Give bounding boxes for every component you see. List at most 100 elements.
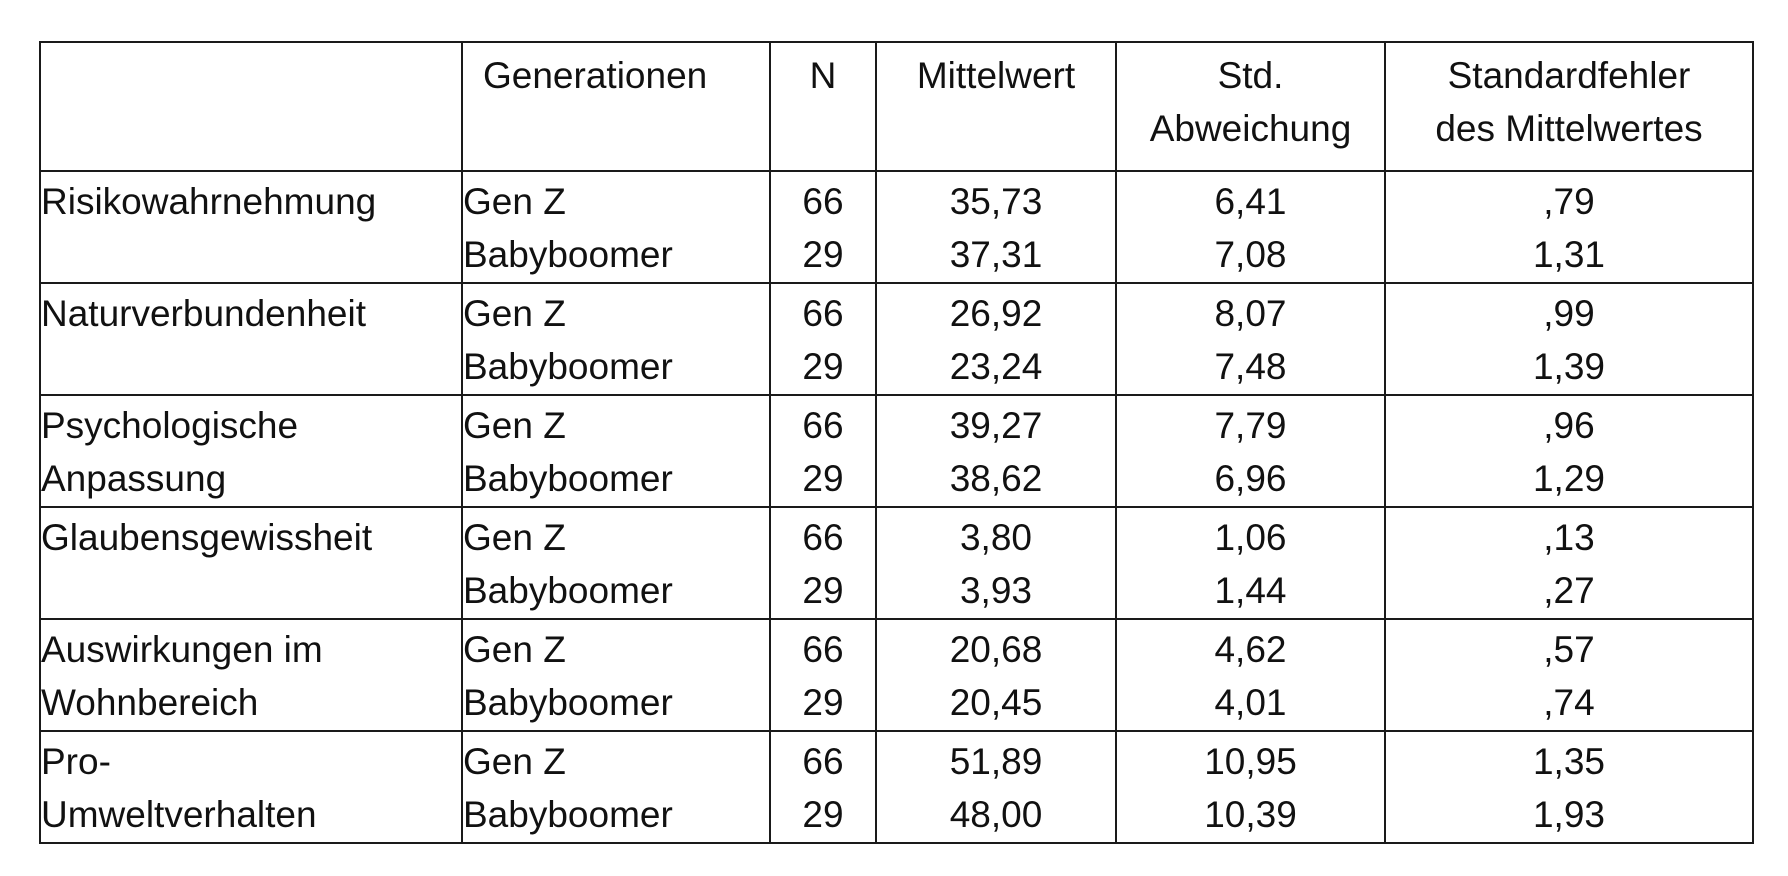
generation-cell: Gen Z Babyboomer [461,170,771,284]
std-deviation-cell: 6,41 7,08 [1115,170,1386,284]
std-deviation-value: 10,95 [1204,741,1297,782]
n-value: 66 [802,181,844,222]
standard-error-cell: ,79 1,31 [1384,170,1754,284]
generation-value: Gen Z [463,629,566,670]
generation-value: Gen Z [463,181,566,222]
mean-value: 38,62 [949,458,1043,499]
mean-value: 3,80 [959,517,1032,558]
n-value: 29 [802,346,844,387]
generation-value: Gen Z [463,517,566,558]
n-value: 66 [802,517,844,558]
std-deviation-value: 4,01 [1214,682,1287,723]
header-standard-error-line2: des Mittelwertes [1435,108,1703,149]
header-std-deviation: Std. Abweichung [1115,41,1386,172]
standard-error-cell: ,99 1,39 [1384,282,1754,396]
std-deviation-value: 7,48 [1214,346,1287,387]
std-deviation-cell: 7,79 6,96 [1115,394,1386,508]
header-variable [39,41,463,172]
mean-value: 35,73 [949,181,1043,222]
n-cell: 66 29 [769,394,877,508]
std-deviation-value: 4,62 [1214,629,1287,670]
std-deviation-cell: 4,62 4,01 [1115,618,1386,732]
std-deviation-cell: 1,06 1,44 [1115,506,1386,620]
standard-error-cell: ,57 ,74 [1384,618,1754,732]
header-row: Generationen N Mittelwert Std. Abweichun… [39,41,1754,172]
table-row: Naturverbundenheit Gen Z Babyboomer 66 2… [39,282,1754,396]
std-deviation-cell: 8,07 7,48 [1115,282,1386,396]
header-n: N [769,41,877,172]
n-value: 66 [802,293,844,334]
variable-cell: Auswirkungen im Wohnbereich [39,618,463,732]
n-value: 29 [802,570,844,611]
mean-value: 48,00 [949,794,1043,835]
header-generation: Generationen [461,41,771,172]
header-std-deviation-line1: Std. [1217,55,1284,96]
standard-error-cell: ,13 ,27 [1384,506,1754,620]
generation-value: Gen Z [463,405,566,446]
n-value: 29 [802,794,844,835]
mean-value: 3,93 [959,570,1032,611]
std-deviation-value: 7,08 [1214,234,1287,275]
variable-label: Naturverbundenheit [41,293,366,334]
n-value: 29 [802,234,844,275]
standard-error-value: 1,35 [1532,741,1605,782]
table-row: Auswirkungen im Wohnbereich Gen Z Babybo… [39,618,1754,732]
mean-cell: 51,89 48,00 [875,730,1117,844]
mean-cell: 26,92 23,24 [875,282,1117,396]
variable-cell: Risikowahrnehmung [39,170,463,284]
variable-label: Psychologische Anpassung [41,405,299,499]
standard-error-value: 1,93 [1532,794,1605,835]
variable-label: Auswirkungen im Wohnbereich [41,629,323,723]
n-value: 29 [802,458,844,499]
variable-label: Glaubensgewissheit [41,517,373,558]
std-deviation-value: 10,39 [1204,794,1297,835]
mean-value: 39,27 [949,405,1043,446]
variable-label: Umweltverhalten [41,794,317,835]
variable-cell: Naturverbundenheit [39,282,463,396]
std-deviation-value: 1,06 [1214,517,1287,558]
mean-value: 37,31 [949,234,1043,275]
generation-cell: Gen Z Babyboomer [461,282,771,396]
generation-value: Babyboomer [463,234,673,275]
generation-value: Babyboomer [463,346,673,387]
generation-cell: Gen Z Babyboomer [461,730,771,844]
standard-error-cell: ,96 1,29 [1384,394,1754,508]
table-row: Pro- Umweltverhalten Gen Z Babyboomer 66 … [39,730,1754,844]
standard-error-value: 1,29 [1532,458,1605,499]
n-cell: 66 29 [769,170,877,284]
n-value: 66 [802,405,844,446]
variable-label: Risikowahrnehmung [41,181,377,222]
header-standard-error-line1: Standardfehler [1447,55,1691,96]
n-value: 29 [802,682,844,723]
n-value: 66 [802,629,844,670]
generation-cell: Gen Z Babyboomer [461,506,771,620]
mean-cell: 3,80 3,93 [875,506,1117,620]
variable-cell: Pro- Umweltverhalten [39,730,463,844]
standard-error-value: ,96 [1543,405,1595,446]
table-header: Generationen N Mittelwert Std. Abweichun… [39,41,1754,172]
variable-cell: Glaubensgewissheit [39,506,463,620]
mean-cell: 20,68 20,45 [875,618,1117,732]
generation-value: Gen Z [463,293,566,334]
n-value: 66 [802,741,844,782]
standard-error-value: ,74 [1543,682,1595,723]
n-cell: 66 29 [769,282,877,396]
mean-value: 26,92 [949,293,1043,334]
standard-error-value: ,79 [1543,181,1595,222]
standard-error-value: ,27 [1543,570,1595,611]
mean-value: 20,68 [949,629,1043,670]
mean-value: 23,24 [949,346,1043,387]
table-body: Risikowahrnehmung Gen Z Babyboomer 66 29… [39,170,1754,844]
n-cell: 66 29 [769,618,877,732]
header-std-deviation-line2: Abweichung [1149,108,1352,149]
std-deviation-value: 8,07 [1214,293,1287,334]
generation-value: Babyboomer [463,458,673,499]
mean-value: 20,45 [949,682,1043,723]
generation-value: Babyboomer [463,570,673,611]
mean-cell: 39,27 38,62 [875,394,1117,508]
n-cell: 66 29 [769,506,877,620]
table-row: Glaubensgewissheit Gen Z Babyboomer 66 2… [39,506,1754,620]
generation-value: Babyboomer [463,682,673,723]
standard-error-cell: 1,35 1,93 [1384,730,1754,844]
standard-error-value: ,57 [1543,629,1595,670]
